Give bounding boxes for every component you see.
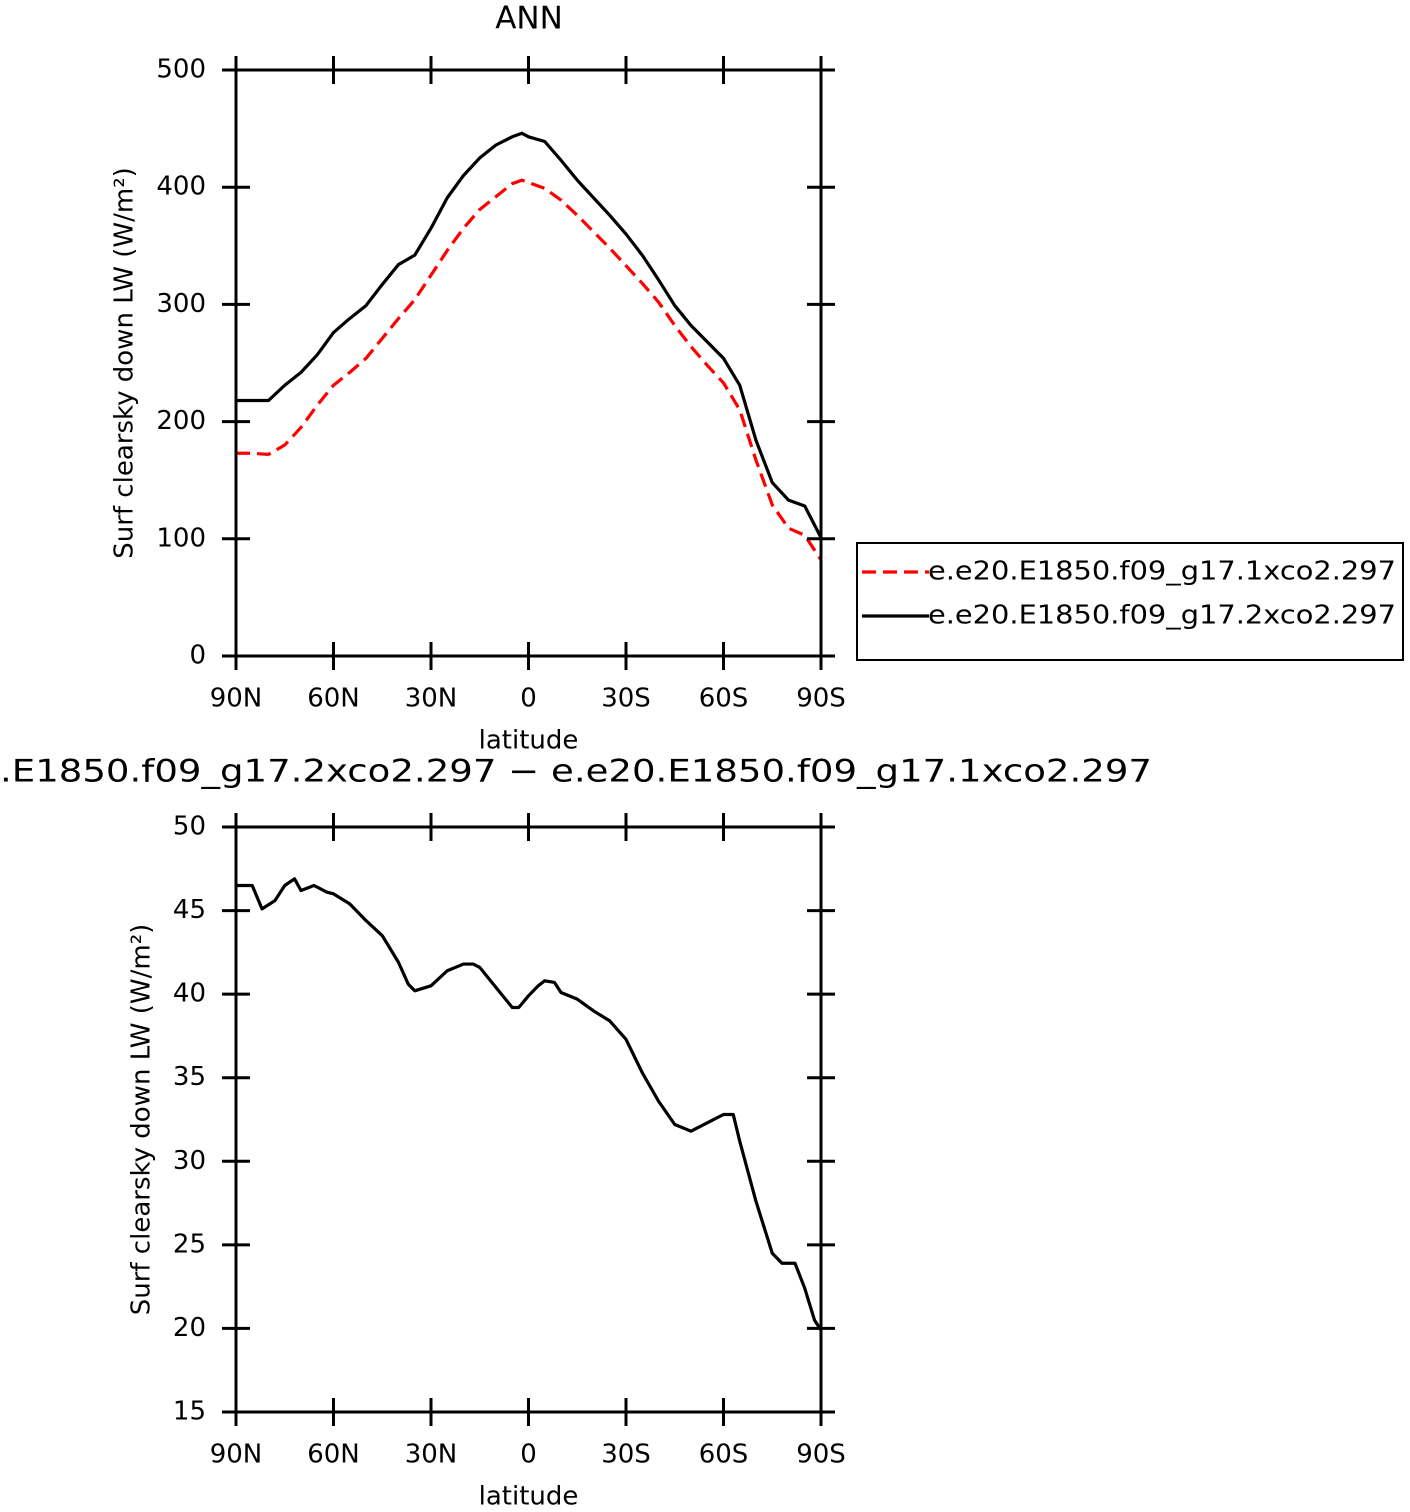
x-tick-label: 0 [520,684,537,714]
x-tick-label: 90N [210,1440,263,1470]
x-axis-label: latitude [479,1482,579,1512]
y-tick-label: 300 [156,289,206,319]
data-line [236,131,823,539]
x-tick-label: 60N [307,684,360,714]
x-tick-label: 30S [601,1440,651,1470]
y-axis-label: Surf clearsky down LW (W/m²) [127,924,157,1316]
chart-title: .E1850.f09_g17.2xco2.297 − e.e20.E1850.f… [0,754,1152,790]
legend-box [856,542,1404,661]
y-tick-label: 35 [173,1062,206,1092]
y-tick-label: 0 [189,641,206,671]
x-tick-label: 90S [796,1440,846,1470]
x-tick-label: 60N [307,1440,360,1470]
y-tick-label: 400 [156,172,206,202]
y-axis-label: Surf clearsky down LW (W/m²) [110,167,140,559]
x-tick-label: 90N [210,684,263,714]
x-tick-label: 30S [601,684,651,714]
legend-label: e.e20.E1850.f09_g17.2xco2.297 [928,601,1396,631]
y-tick-label: 40 [173,979,206,1009]
y-tick-label: 25 [173,1229,206,1259]
y-tick-label: 200 [156,406,206,436]
y-tick-label: 50 [173,812,206,842]
data-line [236,877,823,1331]
legend: e.e20.E1850.f09_g17.1xco2.297 e.e20.E1850… [856,542,1404,661]
y-tick-label: 45 [173,895,206,925]
legend-label: e.e20.E1850.f09_g17.1xco2.297 [928,557,1396,587]
x-tick-label: 30N [405,1440,458,1470]
x-axis-label: latitude [479,726,579,756]
plot-frame [234,68,823,658]
x-tick-label: 0 [520,1440,537,1470]
chart-title: ANN [495,1,563,37]
x-tick-label: 30N [405,684,458,714]
y-tick-label: 15 [173,1397,206,1427]
y-tick-label: 20 [173,1313,206,1343]
x-tick-label: 60S [699,684,749,714]
x-tick-label: 90S [796,684,846,714]
y-tick-label: 500 [156,55,206,85]
data-line [236,178,823,561]
y-tick-label: 30 [173,1146,206,1176]
y-tick-label: 100 [156,523,206,553]
x-tick-label: 60S [699,1440,749,1470]
